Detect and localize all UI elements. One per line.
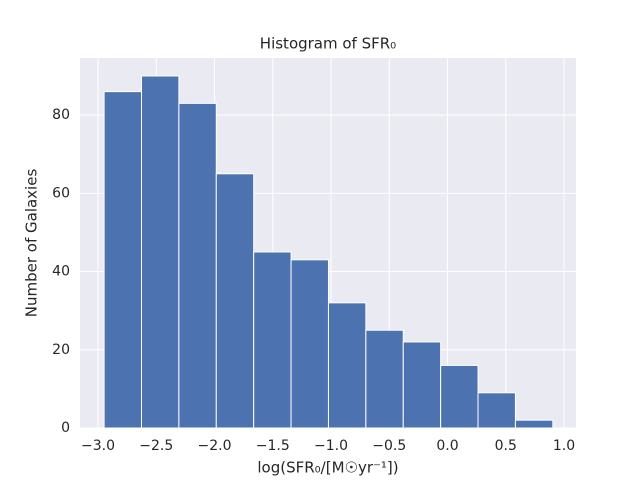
chart-title: Histogram of SFR₀: [260, 35, 396, 53]
bar: [178, 102, 217, 429]
x-tick-label: −3.0: [81, 438, 115, 454]
y-tick-label: 20: [52, 342, 70, 358]
bars: [103, 75, 554, 429]
x-tick-label: 0.0: [436, 438, 458, 454]
bar: [365, 329, 404, 429]
bar: [141, 75, 180, 429]
bar: [477, 392, 516, 429]
x-tick-label: −2.5: [139, 438, 173, 454]
x-tick-label: −2.0: [198, 438, 232, 454]
x-tick-label: 0.5: [495, 438, 517, 454]
y-tick-label: 60: [52, 185, 70, 201]
x-tick-label: −1.5: [256, 438, 290, 454]
bar: [290, 259, 329, 429]
y-tick-label: 80: [52, 107, 70, 123]
x-tick-label: 1.0: [553, 438, 575, 454]
bar: [440, 364, 479, 429]
y-tick-label: 0: [61, 420, 70, 436]
x-tick-label: −0.5: [372, 438, 406, 454]
bar: [253, 251, 292, 429]
bar: [402, 341, 442, 429]
x-axis-label: log(SFR₀/[M☉yr⁻¹]): [257, 459, 398, 477]
bar: [514, 419, 554, 429]
y-axis-label: Number of Galaxies: [23, 169, 41, 318]
bar: [215, 173, 255, 429]
y-tick-label: 40: [52, 264, 70, 280]
x-tick-label: −1.0: [314, 438, 348, 454]
bar: [327, 302, 367, 429]
bar: [103, 91, 143, 429]
